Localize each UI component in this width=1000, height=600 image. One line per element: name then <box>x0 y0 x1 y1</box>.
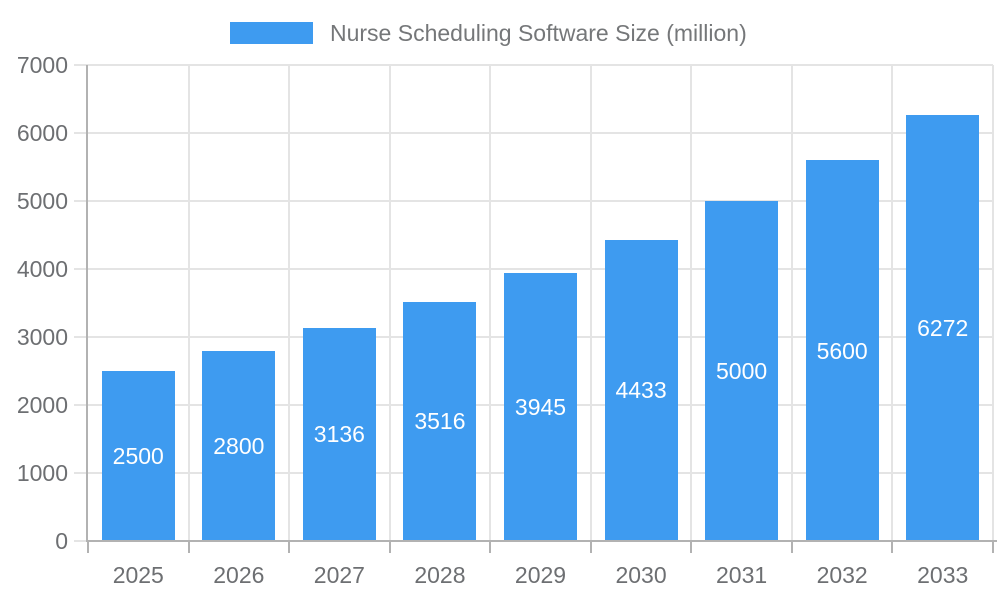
gridline-vertical <box>388 65 391 541</box>
y-axis-tick <box>74 540 88 542</box>
bar-2033[interactable] <box>906 114 980 541</box>
legend-swatch <box>230 22 313 44</box>
x-axis-tick <box>790 541 793 553</box>
gridline-vertical <box>589 65 592 541</box>
gridline-vertical <box>288 65 291 541</box>
y-axis-tick <box>74 200 88 202</box>
y-axis-label: 6000 <box>16 120 68 146</box>
y-axis-tick <box>74 336 88 338</box>
x-axis-label: 2032 <box>816 562 868 588</box>
x-axis-line <box>86 540 997 542</box>
x-axis-label: 2027 <box>313 562 365 588</box>
gridline-vertical <box>992 65 994 541</box>
x-axis-tick <box>388 541 391 553</box>
y-axis-tick <box>74 64 88 66</box>
x-axis-tick <box>690 541 693 553</box>
bar-2028[interactable] <box>403 301 477 541</box>
bar-2026[interactable] <box>202 350 276 541</box>
bar-value-label: 3516 <box>414 408 466 435</box>
x-axis-tick <box>992 541 994 553</box>
x-axis-label: 2028 <box>414 562 466 588</box>
bar-2031[interactable] <box>705 201 779 541</box>
y-axis-tick <box>74 404 88 406</box>
bar-2027[interactable] <box>302 327 376 541</box>
gridline-vertical <box>489 65 492 541</box>
y-axis-tick <box>74 132 88 134</box>
y-axis-label: 2000 <box>16 392 68 418</box>
bar-value-label: 4433 <box>615 377 667 404</box>
bar-2029[interactable] <box>504 272 577 541</box>
y-axis-line <box>86 65 88 541</box>
gridline-horizontal <box>88 268 993 270</box>
bar-value-label: 6272 <box>917 314 969 341</box>
gridline-vertical <box>690 65 693 541</box>
gridline-horizontal <box>88 64 993 66</box>
y-axis-label: 5000 <box>16 188 68 214</box>
bar-value-label: 2800 <box>213 432 265 459</box>
bar-value-label: 3945 <box>514 393 567 420</box>
y-axis-tick <box>74 472 88 474</box>
x-axis-label: 2029 <box>514 562 567 588</box>
y-axis-label: 1000 <box>16 460 68 486</box>
x-axis-tick <box>288 541 291 553</box>
y-axis-label: 0 <box>55 528 68 554</box>
gridline-vertical <box>790 65 793 541</box>
x-axis-tick <box>87 541 89 553</box>
bar-value-label: 5600 <box>816 337 868 364</box>
x-axis-label: 2026 <box>213 562 265 588</box>
x-axis-tick <box>489 541 492 553</box>
gridline-vertical <box>891 65 894 541</box>
legend[interactable]: Nurse Scheduling Software Size (million) <box>230 21 747 45</box>
y-axis-label: 7000 <box>16 52 68 78</box>
bar-value-label: 3136 <box>313 421 365 448</box>
x-axis-tick <box>891 541 894 553</box>
gridline-horizontal <box>88 200 993 202</box>
y-axis-tick <box>74 268 88 270</box>
gridline-horizontal <box>88 132 993 134</box>
y-axis-label: 4000 <box>16 256 68 282</box>
bar-2025[interactable] <box>101 371 175 541</box>
bar-2030[interactable] <box>604 239 678 541</box>
x-axis-label: 2033 <box>917 562 969 588</box>
gridline-vertical <box>187 65 190 541</box>
x-axis-label: 2025 <box>112 562 164 588</box>
x-axis-tick <box>187 541 190 553</box>
x-axis-label: 2031 <box>716 562 768 588</box>
bar-2032[interactable] <box>805 160 879 541</box>
y-axis-label: 3000 <box>16 324 68 350</box>
x-axis-label: 2030 <box>615 562 667 588</box>
x-axis-tick <box>589 541 592 553</box>
bar-value-label: 2500 <box>112 443 164 469</box>
legend-label: Nurse Scheduling Software Size (million) <box>330 20 747 46</box>
bar-value-label: 5000 <box>716 358 768 384</box>
